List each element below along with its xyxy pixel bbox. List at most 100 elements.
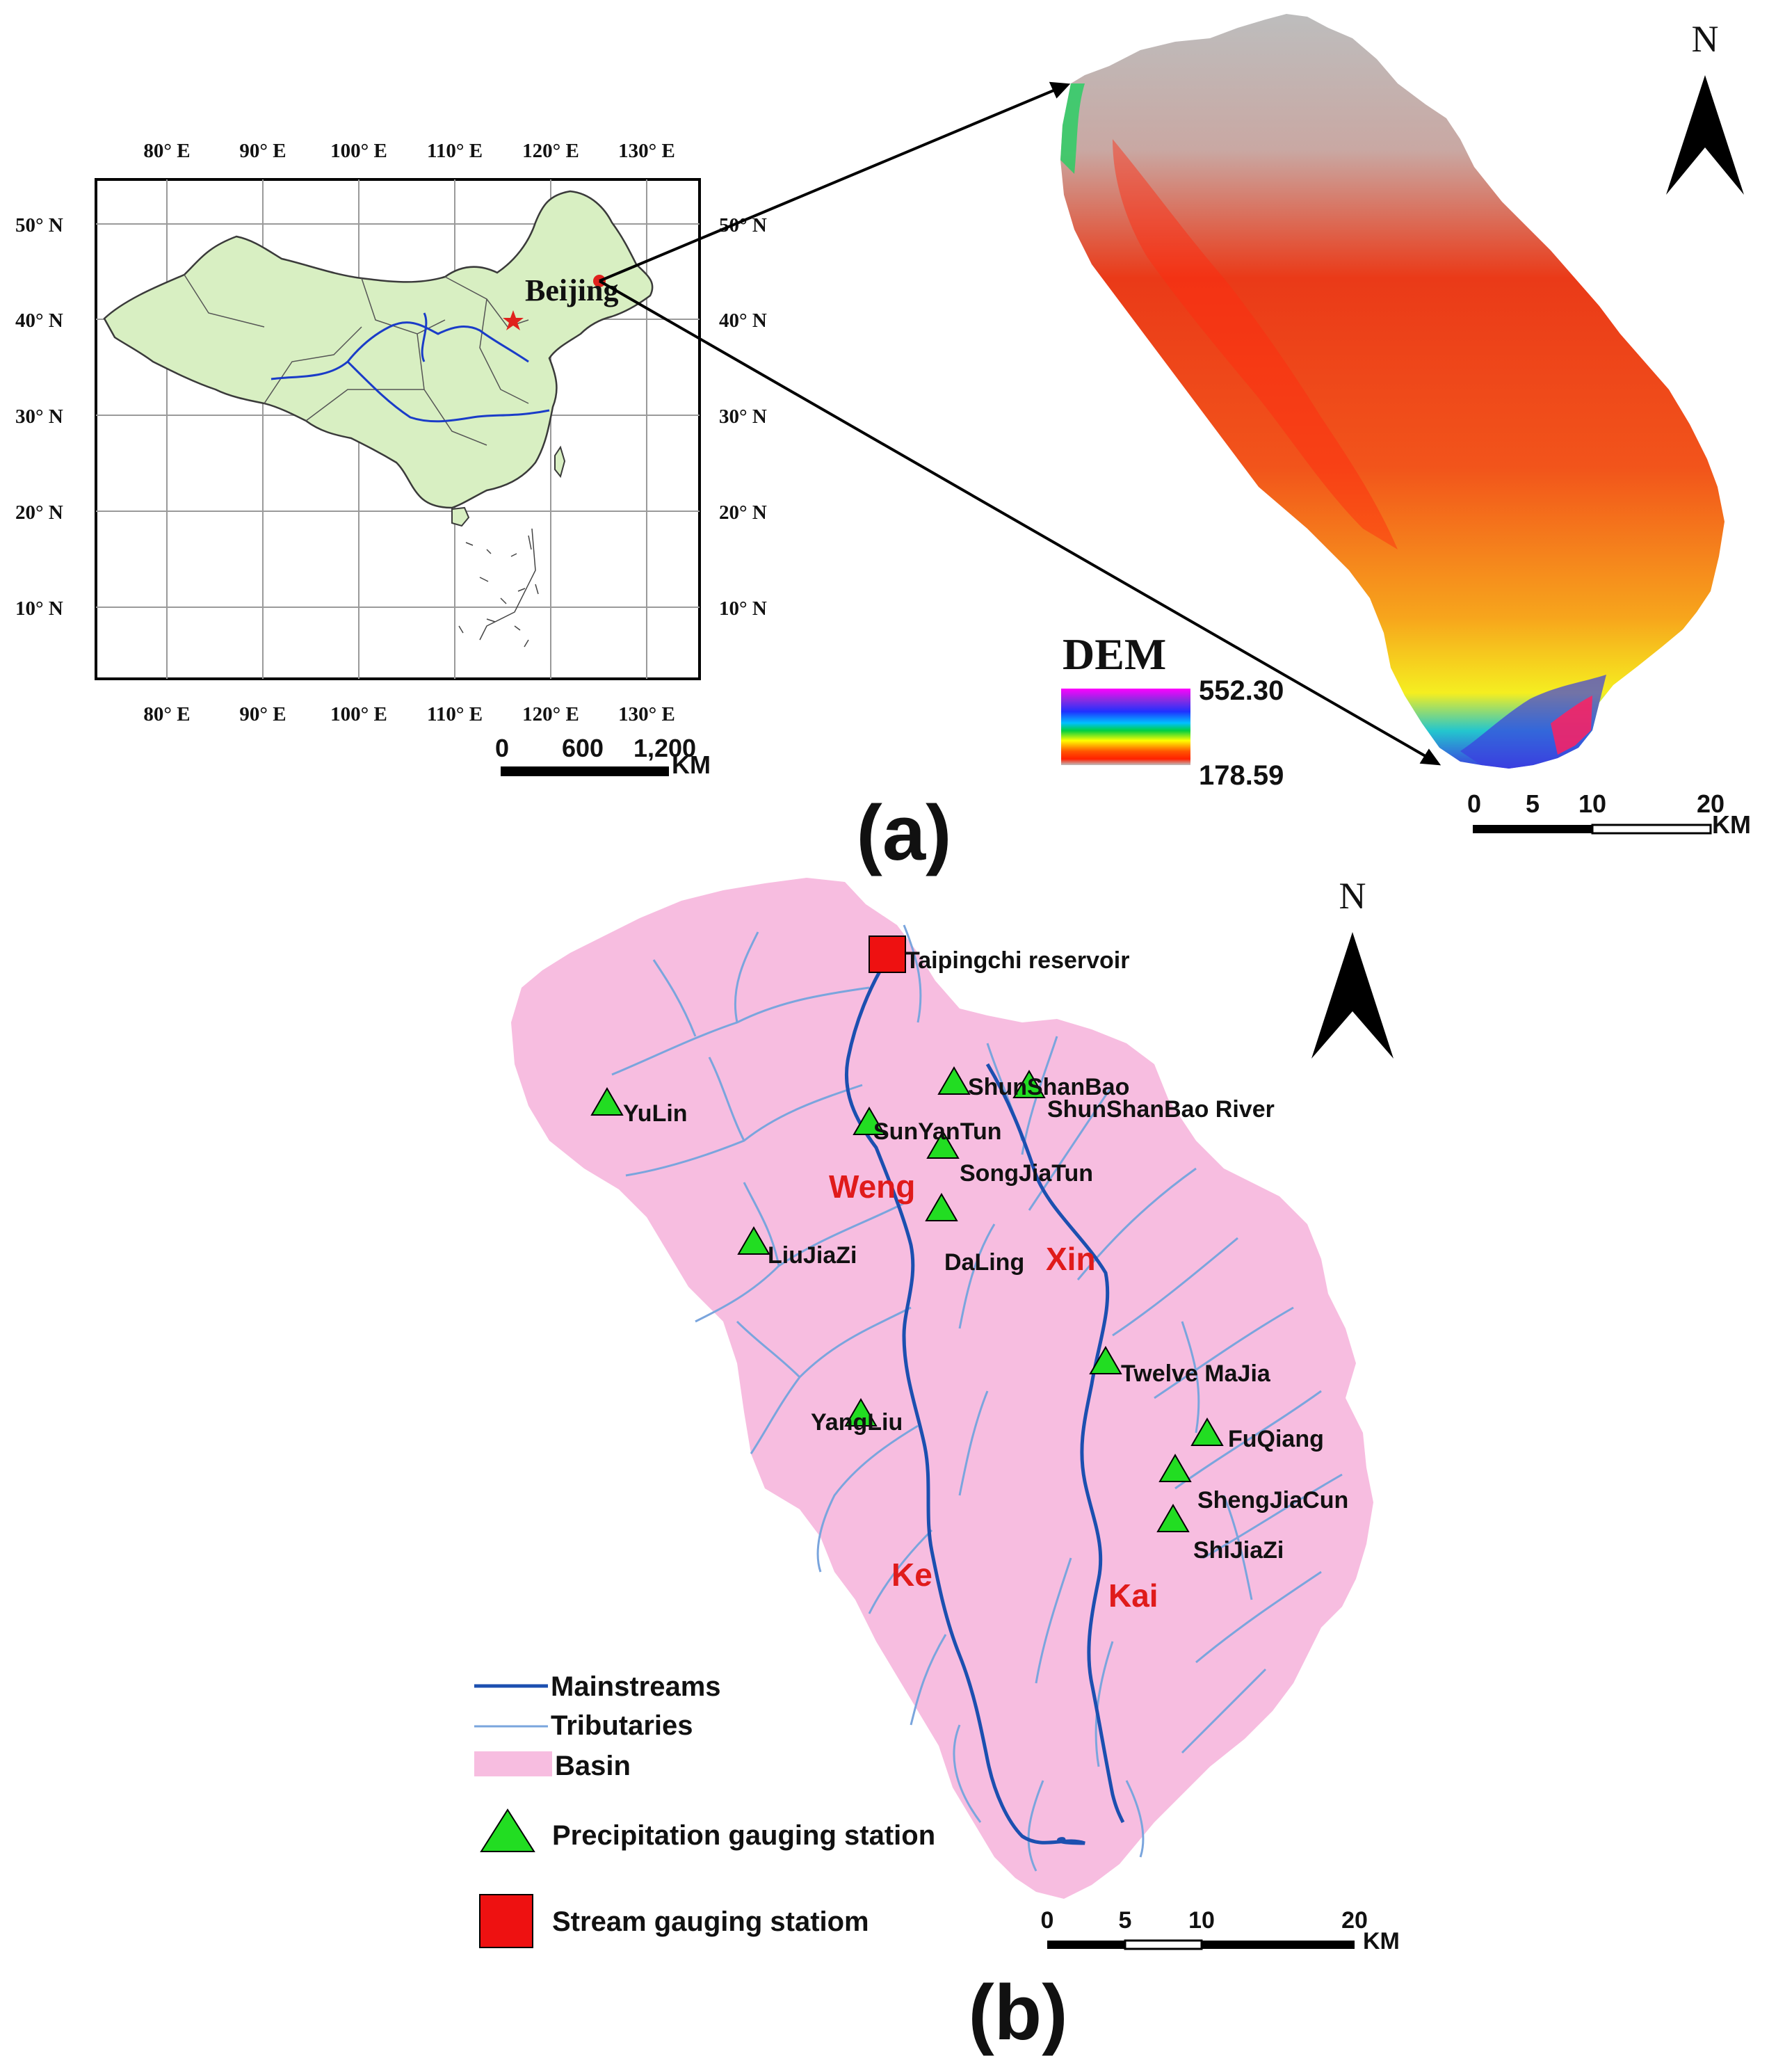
lat-label-left: 20° N bbox=[15, 501, 63, 524]
lat-label-right: 50° N bbox=[719, 214, 767, 236]
lon-label-bottom: 110° E bbox=[427, 703, 483, 725]
scale-tick: 20 bbox=[1697, 789, 1725, 818]
station-label: SunYanTun bbox=[873, 1118, 1001, 1145]
lon-label-top: 110° E bbox=[427, 140, 483, 162]
station-label: YuLin bbox=[623, 1100, 688, 1127]
south-china-sea-islands bbox=[458, 528, 539, 648]
basin-scale-bar: 0 5 10 20 KM bbox=[1041, 1907, 1400, 1954]
scale-unit: KM bbox=[672, 750, 711, 779]
dem-ridge-shading bbox=[1113, 139, 1398, 549]
station-triangle-icon bbox=[1089, 1346, 1122, 1374]
river-label-kai: Kai bbox=[1108, 1577, 1158, 1614]
dem-basin-map bbox=[1060, 14, 1725, 769]
scale-tick: 1,200 bbox=[633, 734, 696, 762]
river-label-ke: Ke bbox=[891, 1557, 932, 1593]
station-label: ShunShanBao River bbox=[1047, 1096, 1275, 1123]
river-label-weng: Weng bbox=[829, 1168, 915, 1205]
lon-label-bottom: 90° E bbox=[239, 703, 286, 725]
station-label: ShengJiaCun bbox=[1197, 1487, 1348, 1513]
xin-kai-river bbox=[985, 1063, 1125, 1824]
lon-label-bottom: 130° E bbox=[618, 703, 675, 725]
legend-station-icon bbox=[480, 1808, 535, 1852]
basin-polygon bbox=[511, 878, 1373, 1899]
lat-label-left: 40° N bbox=[15, 310, 63, 332]
legend-mainstreams: Mainstreams bbox=[551, 1671, 721, 1702]
lon-label-top: 130° E bbox=[618, 140, 675, 162]
connector-arrows bbox=[599, 81, 1441, 766]
station-triangle-icon bbox=[844, 1398, 878, 1427]
station-label: DaLing bbox=[944, 1249, 1024, 1276]
scale-tick: 20 bbox=[1341, 1907, 1368, 1934]
lon-label-bottom: 80° E bbox=[143, 703, 190, 725]
yellow-river bbox=[270, 321, 529, 380]
station-triangle-icon bbox=[737, 1226, 770, 1255]
dem-west-lowland bbox=[1060, 83, 1085, 174]
scale-tick: 10 bbox=[1188, 1907, 1215, 1934]
scale-tick: 5 bbox=[1119, 1907, 1132, 1934]
north-label: N bbox=[1692, 18, 1719, 60]
scale-tick: 10 bbox=[1578, 789, 1606, 818]
legend-gauge-icon bbox=[479, 1894, 533, 1948]
lat-label-right: 20° N bbox=[719, 501, 767, 524]
station-triangle-icon bbox=[1156, 1504, 1190, 1532]
legend-precip: Precipitation gauging station bbox=[552, 1820, 935, 1851]
north-arrow: N bbox=[1311, 875, 1394, 1059]
north-arrow: N bbox=[1666, 18, 1744, 195]
panel-a: Beijing 80° E 90° E 100° E 110° E 120° E… bbox=[15, 14, 1751, 876]
panel-b: Taipingchi reservoir YuLin ShunShanBao S… bbox=[474, 875, 1400, 2056]
station-triangle-icon bbox=[925, 1193, 958, 1221]
dem-scale-bar: 0 5 10 20 KM bbox=[1467, 789, 1751, 839]
legend: Mainstreams Tributaries Basin Precipitat… bbox=[474, 1671, 935, 1948]
lon-label-bottom: 120° E bbox=[522, 703, 579, 725]
dem-legend-ramp bbox=[1061, 689, 1190, 765]
lat-label-right: 10° N bbox=[719, 597, 767, 620]
scale-tick: 600 bbox=[562, 734, 604, 762]
station-label: LiuJiaZi bbox=[768, 1242, 857, 1269]
legend-basin: Basin bbox=[555, 1751, 631, 1781]
dem-legend: DEM 552.30 178.59 bbox=[1061, 629, 1284, 791]
dem-legend-max: 552.30 bbox=[1199, 675, 1284, 706]
dem-legend-min: 178.59 bbox=[1199, 760, 1284, 791]
scale-tick: 0 bbox=[1041, 1907, 1054, 1934]
panel-a-label: (a) bbox=[857, 789, 952, 876]
north-arrow-icon bbox=[1666, 75, 1744, 195]
china-outline bbox=[103, 190, 654, 509]
station-triangle-icon bbox=[937, 1066, 971, 1095]
lat-label-left: 10° N bbox=[15, 597, 63, 620]
yangtze-river bbox=[346, 360, 550, 423]
dem-outlet-high bbox=[1551, 696, 1592, 755]
station-label: YangLiu bbox=[811, 1409, 903, 1436]
lon-label-top: 90° E bbox=[239, 140, 286, 162]
legend-tributaries: Tributaries bbox=[551, 1710, 693, 1741]
station-triangle-icon bbox=[1190, 1418, 1224, 1446]
lon-label-top: 120° E bbox=[522, 140, 579, 162]
precip-stations bbox=[590, 1066, 1224, 1532]
lat-label-right: 30° N bbox=[719, 405, 767, 428]
station-triangle-icon bbox=[1012, 1070, 1046, 1098]
inset-scale-bar: 0 600 1,200 KM bbox=[495, 734, 711, 779]
north-arrow-icon bbox=[1311, 932, 1394, 1059]
station-label: Twelve MaJia bbox=[1121, 1360, 1271, 1387]
legend-stream: Stream gauging statiom bbox=[552, 1906, 869, 1937]
china-inset-map: Beijing 80° E 90° E 100° E 110° E 120° E… bbox=[15, 140, 767, 779]
scale-tick: 5 bbox=[1526, 789, 1540, 818]
lat-label-left: 30° N bbox=[15, 405, 63, 428]
hainan-island bbox=[451, 506, 470, 527]
dem-legend-title: DEM bbox=[1063, 629, 1166, 679]
lat-label-left: 50° N bbox=[15, 214, 63, 236]
lon-label-top: 100° E bbox=[330, 140, 387, 162]
lat-label-right: 40° N bbox=[719, 310, 767, 332]
north-label: N bbox=[1339, 875, 1366, 917]
station-label: FuQiang bbox=[1228, 1426, 1324, 1452]
panel-b-label: (b) bbox=[968, 1969, 1067, 2056]
station-triangle-icon bbox=[926, 1130, 960, 1159]
province-borders bbox=[184, 274, 529, 446]
taiwan-island bbox=[554, 445, 566, 479]
stream-gauge-marker bbox=[869, 935, 906, 973]
station-label: ShiJiaZi bbox=[1193, 1537, 1284, 1564]
station-label: SongJiaTun bbox=[960, 1160, 1093, 1187]
river-label-xin: Xin bbox=[1046, 1241, 1096, 1277]
station-triangle-icon bbox=[590, 1087, 624, 1116]
lon-label-top: 80° E bbox=[143, 140, 190, 162]
